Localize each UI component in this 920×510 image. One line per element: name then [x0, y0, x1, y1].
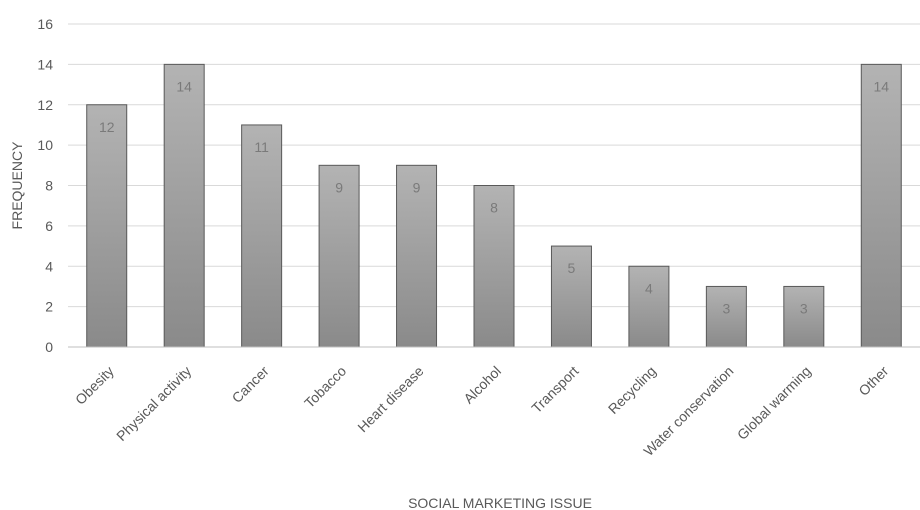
bar [783, 285, 825, 348]
x-tick-label: Other [855, 363, 891, 399]
bar [550, 245, 592, 348]
data-label: 9 [413, 179, 421, 195]
bar [628, 265, 670, 348]
data-label: 11 [254, 139, 269, 155]
y-axis-title: FREQUENCY [9, 141, 25, 230]
x-tick-label: Tobacco [301, 363, 349, 411]
data-label: 8 [490, 200, 498, 216]
y-tick-label: 14 [37, 56, 53, 72]
bar [396, 164, 438, 348]
data-labels: 12 14 11 9 9 8 5 4 3 3 14 [99, 78, 889, 316]
bar [318, 164, 360, 348]
x-tick-label: Heart disease [354, 363, 427, 436]
x-axis-title: SOCIAL MARKETING ISSUE [408, 495, 592, 510]
bar [241, 124, 283, 348]
x-tick-label: Recycling [605, 363, 659, 417]
y-tick-label: 2 [45, 299, 53, 315]
y-tick-label: 0 [45, 339, 53, 355]
data-label: 9 [335, 179, 343, 195]
bar [163, 63, 205, 348]
x-tick-label: Cancer [229, 363, 272, 406]
y-tick-label: 12 [37, 97, 53, 113]
bars [86, 63, 902, 348]
y-axis-ticks: 0 2 4 6 8 10 12 14 16 [37, 16, 53, 355]
y-tick-label: 6 [45, 218, 53, 234]
x-tick-label: Physical activity [113, 363, 194, 444]
x-tick-label: Transport [528, 363, 581, 416]
y-tick-label: 10 [37, 137, 53, 153]
y-tick-label: 4 [45, 258, 53, 274]
y-tick-label: 16 [37, 16, 53, 32]
x-tick-label: Alcohol [460, 363, 504, 407]
data-label: 14 [176, 78, 192, 94]
data-label: 4 [645, 280, 653, 296]
data-label: 14 [873, 78, 889, 94]
data-label: 12 [99, 119, 115, 135]
bar [705, 285, 747, 348]
data-label: 3 [722, 300, 730, 316]
bar [473, 185, 515, 348]
x-tick-label: Global warming [734, 363, 814, 443]
data-label: 5 [568, 260, 576, 276]
y-tick-label: 8 [45, 178, 53, 194]
data-label: 3 [800, 300, 808, 316]
x-tick-label: Obesity [72, 363, 117, 408]
bar [86, 104, 128, 348]
bar [860, 63, 902, 348]
